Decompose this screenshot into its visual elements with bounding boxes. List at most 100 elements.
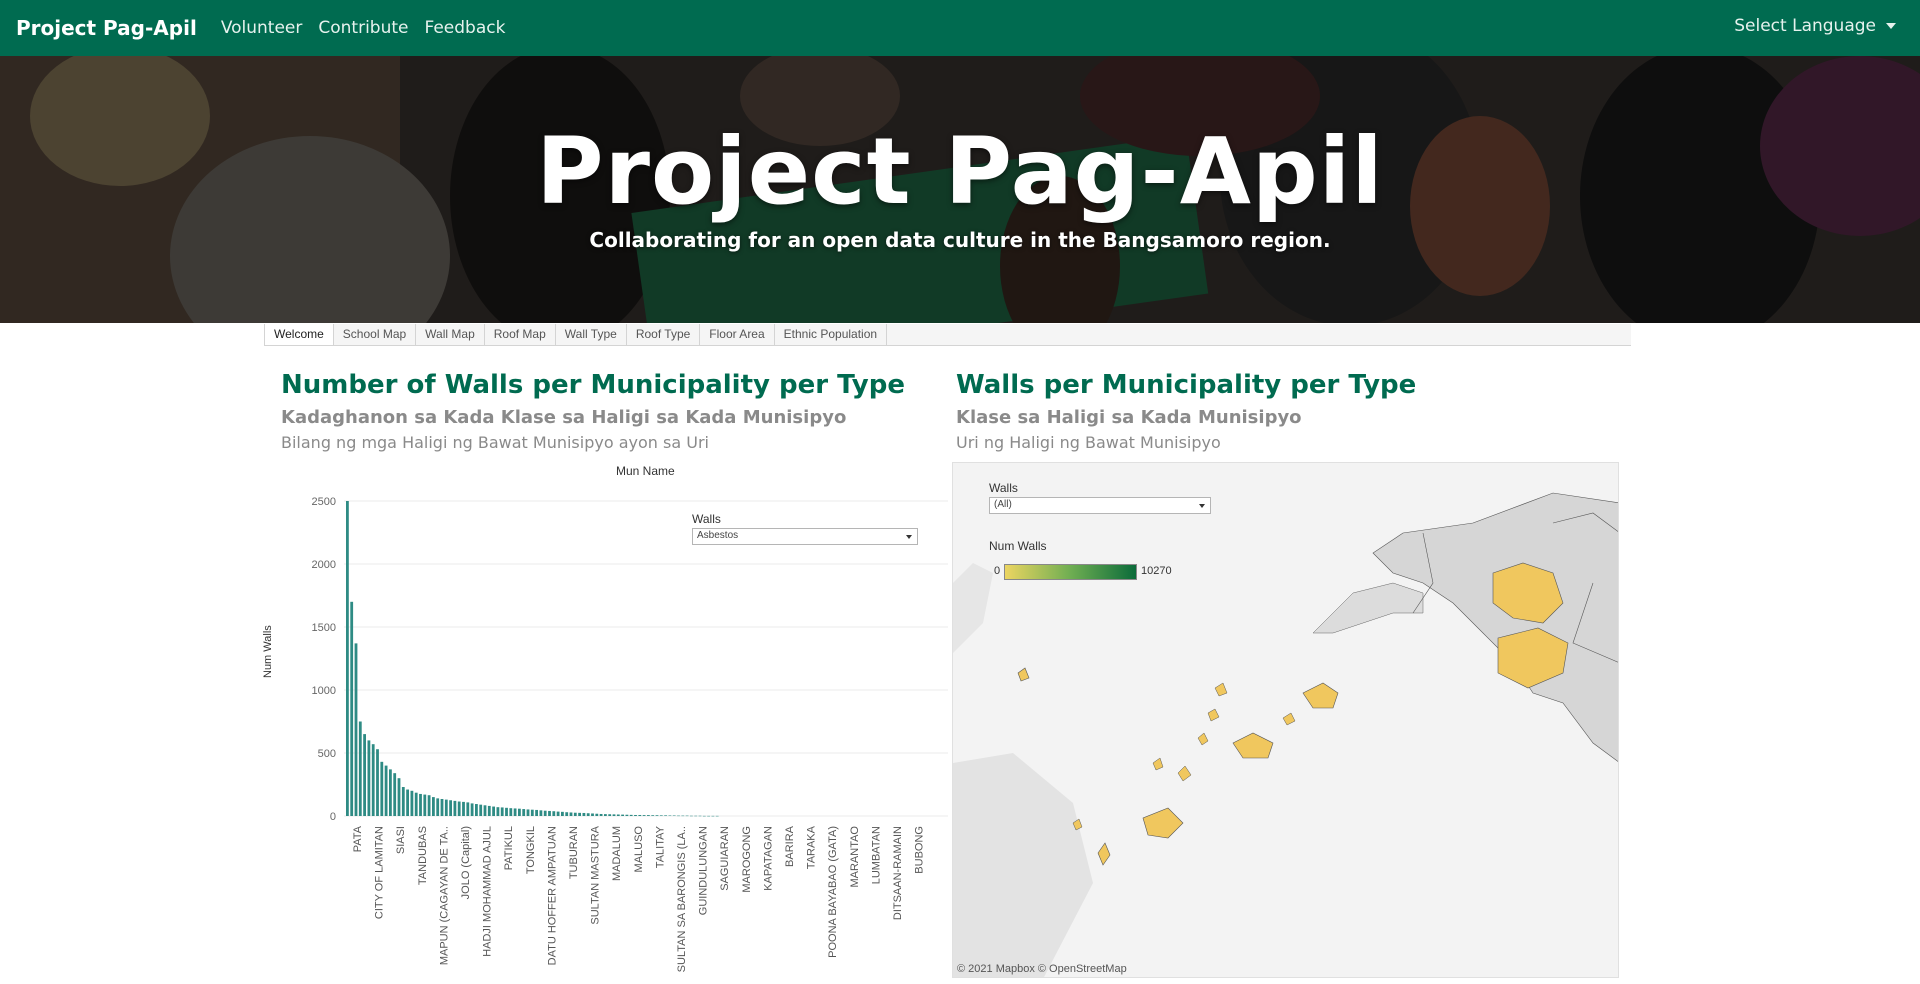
bar[interactable] bbox=[444, 799, 448, 816]
bar[interactable] bbox=[427, 795, 431, 816]
bar[interactable] bbox=[522, 809, 526, 816]
bar[interactable] bbox=[466, 802, 470, 816]
bar[interactable] bbox=[565, 812, 569, 816]
map-walls-filter-select[interactable]: (All) bbox=[989, 497, 1211, 514]
tab-ethnic-population[interactable]: Ethnic Population bbox=[775, 324, 888, 345]
bar[interactable] bbox=[453, 800, 457, 816]
bar[interactable] bbox=[457, 801, 461, 816]
bar[interactable] bbox=[561, 811, 564, 816]
bar[interactable] bbox=[672, 815, 676, 816]
bar[interactable] bbox=[655, 815, 659, 816]
bar[interactable] bbox=[604, 814, 607, 816]
bar[interactable] bbox=[612, 814, 616, 816]
bar[interactable] bbox=[659, 815, 663, 816]
bar[interactable] bbox=[707, 815, 710, 817]
tab-roof-map[interactable]: Roof Map bbox=[485, 324, 556, 345]
tab-school-map[interactable]: School Map bbox=[334, 324, 417, 345]
bar[interactable] bbox=[690, 815, 693, 817]
bar[interactable] bbox=[423, 794, 427, 816]
bar[interactable] bbox=[685, 815, 689, 817]
bar[interactable] bbox=[608, 814, 612, 816]
bar[interactable] bbox=[595, 813, 599, 816]
bar[interactable] bbox=[389, 769, 392, 816]
bar[interactable] bbox=[625, 814, 629, 816]
bar[interactable] bbox=[711, 815, 715, 817]
bar[interactable] bbox=[578, 812, 581, 816]
nav-contribute[interactable]: Contribute bbox=[318, 18, 409, 38]
bar[interactable] bbox=[354, 643, 358, 816]
bar[interactable] bbox=[483, 805, 487, 816]
bar[interactable] bbox=[715, 815, 719, 817]
bar[interactable] bbox=[393, 773, 397, 816]
bar[interactable] bbox=[702, 815, 706, 817]
bar[interactable] bbox=[634, 814, 637, 816]
bar[interactable] bbox=[664, 815, 667, 816]
bar[interactable] bbox=[556, 811, 560, 816]
bar[interactable] bbox=[436, 798, 440, 816]
bar[interactable] bbox=[350, 601, 354, 816]
bar[interactable] bbox=[539, 810, 543, 816]
nav-feedback[interactable]: Feedback bbox=[424, 18, 506, 38]
bar[interactable] bbox=[397, 778, 401, 816]
bar[interactable] bbox=[513, 808, 517, 816]
bar[interactable] bbox=[629, 814, 633, 816]
tab-welcome[interactable]: Welcome bbox=[264, 324, 334, 345]
bar[interactable] bbox=[616, 814, 620, 816]
bar[interactable] bbox=[591, 813, 594, 816]
bar[interactable] bbox=[367, 740, 371, 816]
bar[interactable] bbox=[479, 804, 483, 816]
brand-link[interactable]: Project Pag-Apil bbox=[16, 16, 197, 40]
bar[interactable] bbox=[496, 807, 500, 816]
bar[interactable] bbox=[449, 800, 452, 816]
bar[interactable] bbox=[586, 813, 590, 816]
bar[interactable] bbox=[406, 789, 409, 816]
tab-wall-map[interactable]: Wall Map bbox=[416, 324, 485, 345]
bar[interactable] bbox=[376, 749, 379, 816]
bar[interactable] bbox=[535, 809, 538, 816]
nav-volunteer[interactable]: Volunteer bbox=[220, 18, 303, 38]
bar[interactable] bbox=[346, 501, 349, 816]
walls-map[interactable]: Walls (All) Num Walls 0 10270 © 2021 Map… bbox=[952, 462, 1619, 978]
bar[interactable] bbox=[384, 765, 388, 816]
bar[interactable] bbox=[694, 815, 698, 817]
bar[interactable] bbox=[380, 761, 384, 816]
bar[interactable] bbox=[363, 734, 366, 816]
bar[interactable] bbox=[414, 792, 418, 816]
bar[interactable] bbox=[599, 813, 603, 816]
bar[interactable] bbox=[432, 797, 435, 816]
bar[interactable] bbox=[543, 810, 547, 816]
bar[interactable] bbox=[462, 801, 465, 816]
bar[interactable] bbox=[500, 807, 504, 816]
bar[interactable] bbox=[621, 814, 624, 816]
tab-roof-type[interactable]: Roof Type bbox=[627, 324, 701, 345]
bar[interactable] bbox=[569, 812, 573, 816]
bar[interactable] bbox=[677, 815, 680, 817]
bar[interactable] bbox=[410, 790, 414, 816]
walls-filter-select[interactable]: Asbestos bbox=[692, 528, 918, 545]
bar[interactable] bbox=[470, 803, 474, 816]
bar[interactable] bbox=[573, 812, 577, 816]
bar[interactable] bbox=[401, 787, 405, 816]
bar[interactable] bbox=[440, 798, 444, 816]
bar[interactable] bbox=[698, 815, 702, 817]
language-dropdown[interactable]: Select Language bbox=[1734, 16, 1896, 36]
bar[interactable] bbox=[668, 815, 672, 816]
tab-wall-type[interactable]: Wall Type bbox=[556, 324, 627, 345]
bar[interactable] bbox=[530, 809, 534, 816]
bar[interactable] bbox=[647, 815, 650, 816]
bar[interactable] bbox=[487, 805, 491, 816]
bar[interactable] bbox=[642, 815, 646, 816]
bar[interactable] bbox=[582, 812, 586, 816]
bar[interactable] bbox=[475, 804, 478, 816]
tab-floor-area[interactable]: Floor Area bbox=[700, 324, 775, 345]
bar[interactable] bbox=[548, 810, 551, 816]
bar[interactable] bbox=[638, 814, 642, 816]
bar[interactable] bbox=[371, 744, 375, 816]
bar[interactable] bbox=[509, 808, 513, 816]
bar[interactable] bbox=[358, 721, 362, 817]
bar[interactable] bbox=[526, 809, 530, 816]
bar[interactable] bbox=[651, 815, 655, 816]
bar[interactable] bbox=[419, 793, 422, 816]
map-attribution[interactable]: © 2021 Mapbox © OpenStreetMap bbox=[957, 963, 1127, 975]
bar[interactable] bbox=[505, 807, 508, 816]
